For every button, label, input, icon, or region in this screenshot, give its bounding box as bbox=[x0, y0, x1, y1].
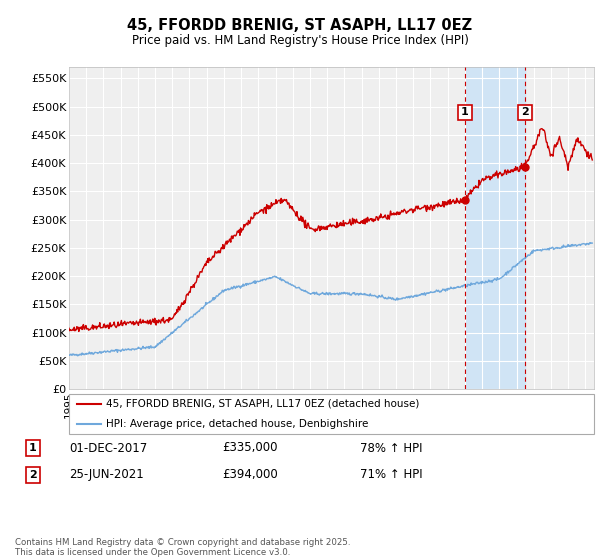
Bar bbox=[465, 67, 525, 389]
Text: £335,000: £335,000 bbox=[222, 441, 277, 455]
Text: 45, FFORDD BRENIG, ST ASAPH, LL17 0EZ: 45, FFORDD BRENIG, ST ASAPH, LL17 0EZ bbox=[127, 18, 473, 33]
Text: Contains HM Land Registry data © Crown copyright and database right 2025.
This d: Contains HM Land Registry data © Crown c… bbox=[15, 538, 350, 557]
Text: 45, FFORDD BRENIG, ST ASAPH, LL17 0EZ (detached house): 45, FFORDD BRENIG, ST ASAPH, LL17 0EZ (d… bbox=[106, 399, 419, 409]
Text: £394,000: £394,000 bbox=[222, 468, 278, 482]
Text: 1: 1 bbox=[29, 443, 37, 453]
Text: 78% ↑ HPI: 78% ↑ HPI bbox=[360, 441, 422, 455]
Text: Price paid vs. HM Land Registry's House Price Index (HPI): Price paid vs. HM Land Registry's House … bbox=[131, 34, 469, 46]
Text: 71% ↑ HPI: 71% ↑ HPI bbox=[360, 468, 422, 482]
Text: HPI: Average price, detached house, Denbighshire: HPI: Average price, detached house, Denb… bbox=[106, 419, 368, 429]
Text: 2: 2 bbox=[521, 108, 529, 118]
Text: 1: 1 bbox=[461, 108, 469, 118]
Text: 25-JUN-2021: 25-JUN-2021 bbox=[69, 468, 144, 482]
Text: 01-DEC-2017: 01-DEC-2017 bbox=[69, 441, 147, 455]
Text: 2: 2 bbox=[29, 470, 37, 480]
